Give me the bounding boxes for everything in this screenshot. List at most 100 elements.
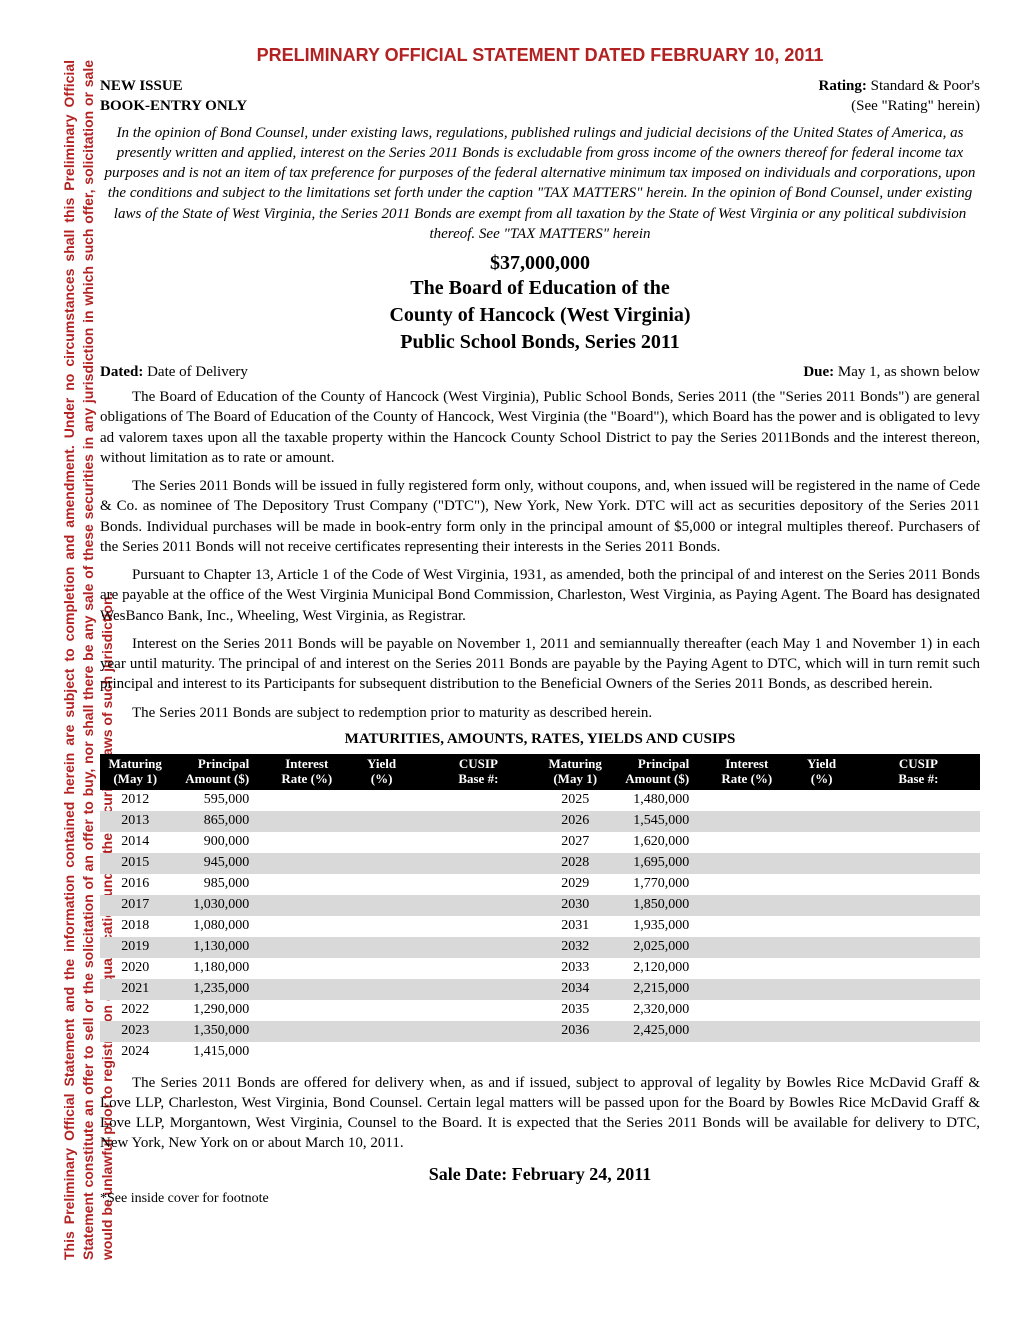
cell-year [540,1042,610,1063]
cell-cusip [857,1042,980,1063]
table-row: 20342,215,000 [540,979,980,1000]
cell-year: 2034 [540,979,610,1000]
cell-year: 2020 [100,958,170,979]
bond-issuer-line-2: County of Hancock (West Virginia) [100,302,980,329]
table-row: 2012595,000 [100,790,540,811]
cell-yield [346,1021,416,1042]
rating-label: Rating: [819,78,867,94]
cell-year: 2026 [540,811,610,832]
book-entry-label: BOOK-ENTRY ONLY [100,96,247,116]
cell-yield [786,790,856,811]
cell-year: 2017 [100,895,170,916]
cell-yield [346,874,416,895]
main-title: PRELIMINARY OFFICIAL STATEMENT DATED FEB… [100,45,980,66]
cell-yield [346,853,416,874]
table-header-row: Maturing(May 1) PrincipalAmount ($) Inte… [540,754,980,790]
table-row: 2015945,000 [100,853,540,874]
cell-year: 2029 [540,874,610,895]
cell-rate [707,958,786,979]
sale-date: Sale Date: February 24, 2011 [100,1164,980,1185]
cell-rate [707,1021,786,1042]
cell-yield [346,832,416,853]
paragraph-5: The Series 2011 Bonds are subject to red… [100,703,980,723]
table-row: 20231,350,000 [100,1021,540,1042]
cell-year: 2033 [540,958,610,979]
cell-cusip [417,916,540,937]
col-amount-header: PrincipalAmount ($) [610,754,707,790]
cell-cusip [857,790,980,811]
cell-amount: 1,350,000 [170,1021,267,1042]
cell-amount: 1,080,000 [170,916,267,937]
maturities-table-right: Maturing(May 1) PrincipalAmount ($) Inte… [540,754,980,1063]
cell-cusip [417,790,540,811]
cell-year: 2031 [540,916,610,937]
cell-year: 2015 [100,853,170,874]
cell-amount: 1,180,000 [170,958,267,979]
table-row: 20332,120,000 [540,958,980,979]
cell-rate [707,916,786,937]
cell-yield [786,874,856,895]
cell-year: 2021 [100,979,170,1000]
cell-cusip [417,1000,540,1021]
cell-cusip [417,937,540,958]
table-row: 20191,130,000 [100,937,540,958]
cell-rate [267,895,346,916]
cell-amount [610,1042,707,1063]
table-row: 2016985,000 [100,874,540,895]
cell-yield [786,1000,856,1021]
paragraph-2: The Series 2011 Bonds will be issued in … [100,476,980,557]
col-maturing-header: Maturing(May 1) [100,754,170,790]
cell-amount: 1,770,000 [610,874,707,895]
maturities-title: MATURITIES, AMOUNTS, RATES, YIELDS AND C… [100,731,980,748]
see-rating-label: (See "Rating" herein) [851,96,980,116]
cell-cusip [417,958,540,979]
table-row: 20291,770,000 [540,874,980,895]
col-yield-header: Yield(%) [346,754,416,790]
cell-yield [346,1000,416,1021]
cell-yield [346,1042,416,1063]
table-row: 20322,025,000 [540,937,980,958]
cell-cusip [857,916,980,937]
cell-rate [267,790,346,811]
cell-amount: 1,130,000 [170,937,267,958]
closing-paragraph: The Series 2011 Bonds are offered for de… [100,1073,980,1154]
bond-issuer-line-1: The Board of Education of the [100,275,980,302]
col-rate-header: InterestRate (%) [267,754,346,790]
table-row: 20271,620,000 [540,832,980,853]
cell-rate [707,979,786,1000]
cell-rate [707,853,786,874]
cell-year: 2027 [540,832,610,853]
cell-rate [267,1021,346,1042]
cell-year: 2025 [540,790,610,811]
new-issue-label: NEW ISSUE [100,76,183,96]
cell-rate [707,790,786,811]
table-row: 20201,180,000 [100,958,540,979]
cell-amount: 985,000 [170,874,267,895]
table-row: 2013865,000 [100,811,540,832]
cell-amount: 1,235,000 [170,979,267,1000]
cell-amount: 865,000 [170,811,267,832]
cell-year: 2028 [540,853,610,874]
cell-amount: 1,415,000 [170,1042,267,1063]
cell-amount: 2,320,000 [610,1000,707,1021]
cell-cusip [857,979,980,1000]
cell-cusip [417,853,540,874]
cell-rate [707,811,786,832]
cell-cusip [857,937,980,958]
document-body: PRELIMINARY OFFICIAL STATEMENT DATED FEB… [100,45,980,1207]
table-row: 20181,080,000 [100,916,540,937]
table-row: 20211,235,000 [100,979,540,1000]
cell-year: 2018 [100,916,170,937]
due-value: May 1, as shown below [838,364,980,380]
cell-rate [707,1042,786,1063]
table-row: 20241,415,000 [100,1042,540,1063]
cell-rate [267,853,346,874]
cell-rate [267,874,346,895]
cell-yield [346,979,416,1000]
rating-line: Rating: Standard & Poor's [819,76,980,96]
cell-year: 2035 [540,1000,610,1021]
cell-cusip [857,895,980,916]
cell-yield [346,790,416,811]
paragraph-4: Interest on the Series 2011 Bonds will b… [100,634,980,695]
cell-rate [707,895,786,916]
